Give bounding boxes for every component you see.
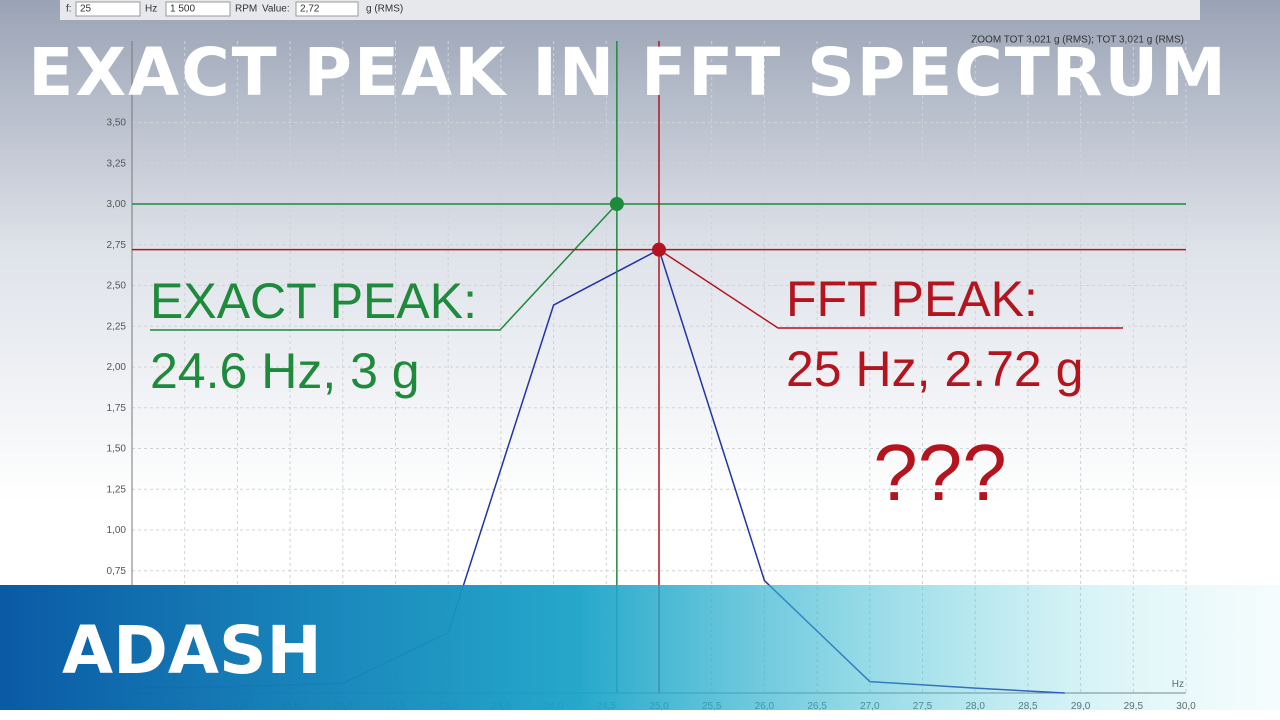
marker-label: EXACT PEAK: <box>150 273 477 329</box>
brand: ADASH <box>62 612 322 689</box>
f-field[interactable] <box>75 1 141 17</box>
marker-detail: 24.6 Hz, 3 g <box>150 343 420 399</box>
y-tick-label: 3,00 <box>107 199 127 210</box>
y-tick-label: 3,50 <box>107 118 127 129</box>
y-tick-label: 0,75 <box>107 566 127 577</box>
f-value: 25 <box>80 4 92 15</box>
f-unit: Hz <box>145 4 157 15</box>
y-tick-label: 2,50 <box>107 281 127 292</box>
f-label: f: <box>66 4 72 15</box>
callout-line <box>658 249 1123 329</box>
title: EXACT PEAK IN FFT SPECTRUM <box>28 34 1228 111</box>
marker-label: FFT PEAK: <box>786 271 1038 327</box>
value-label: Value: <box>262 4 290 15</box>
y-tick-label: 2,00 <box>107 362 127 373</box>
y-tick-label: 2,25 <box>107 321 127 332</box>
annotation: ??? <box>873 428 1006 517</box>
toolbar <box>60 0 1200 20</box>
marker-point <box>609 197 624 211</box>
marker-point <box>652 242 666 257</box>
y-tick-label: 1,75 <box>107 403 127 414</box>
rpm-value: 1 500 <box>170 4 195 15</box>
y-tick-label: 2,75 <box>107 240 127 251</box>
marker-detail: 25 Hz, 2.72 g <box>786 341 1083 397</box>
rpm-field[interactable] <box>165 1 231 17</box>
value-unit: g (RMS) <box>366 4 403 15</box>
value: 2,72 <box>300 4 320 15</box>
y-tick-label: 1,50 <box>107 444 127 455</box>
rpm-unit: RPM <box>235 4 257 15</box>
y-tick-label: 1,25 <box>107 484 127 495</box>
total: ZOOM TOT 3,021 g (RMS); TOT 3,021 g (RMS… <box>971 35 1184 46</box>
callout-line <box>150 203 618 331</box>
value-field[interactable] <box>295 1 359 17</box>
y-tick-label: 3,25 <box>107 158 127 169</box>
banner <box>0 585 1280 710</box>
y-tick-label: 1,00 <box>107 525 127 536</box>
